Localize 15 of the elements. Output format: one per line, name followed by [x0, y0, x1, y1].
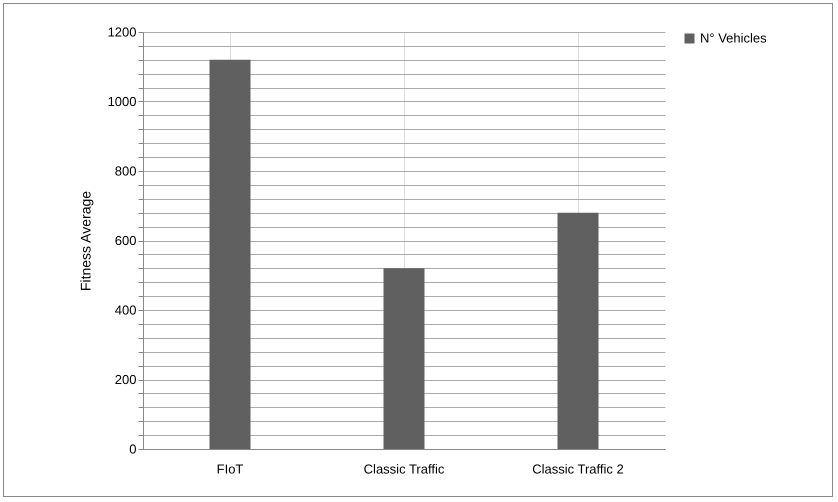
- x-tick-label: Classic Traffic 2: [532, 462, 624, 476]
- y-tick-label: 600: [114, 233, 136, 248]
- y-axis-title: Fitness Average: [78, 190, 94, 292]
- y-tick-label: 1200: [108, 24, 136, 40]
- y-tick-label: 400: [114, 302, 136, 318]
- x-tick-label: FIoT: [216, 462, 244, 476]
- bar: [384, 268, 424, 449]
- y-tick-label: 1000: [108, 94, 136, 109]
- y-tick-label: 0: [129, 442, 136, 456]
- legend-label: N° Vehicles: [700, 30, 768, 46]
- x-tick-label: Classic Traffic: [364, 462, 445, 476]
- y-tick-label: 200: [114, 372, 136, 387]
- bar: [558, 212, 598, 449]
- bar: [210, 60, 250, 449]
- y-tick-label: 800: [114, 164, 136, 178]
